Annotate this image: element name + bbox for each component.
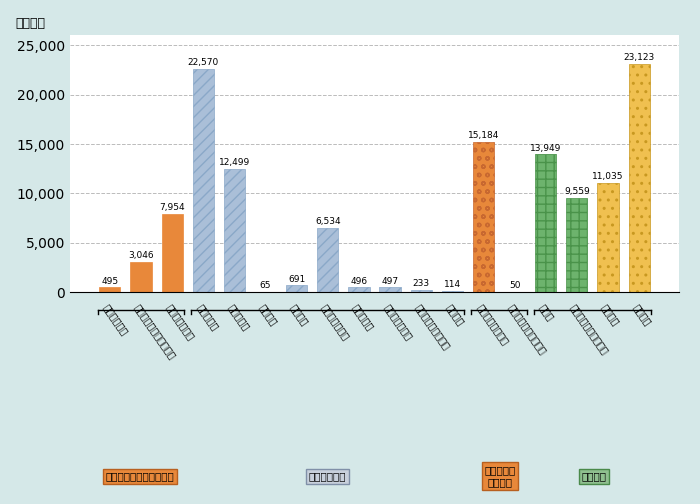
Text: 地域における子育て支援: 地域における子育て支援 [105,471,174,481]
Text: 22,570: 22,570 [188,58,219,68]
Text: 497: 497 [382,277,398,286]
Text: 11,035: 11,035 [592,172,624,181]
Bar [224,169,245,292]
Text: 65: 65 [260,281,272,290]
Bar [286,285,307,292]
Text: 幼児教育: 幼児教育 [581,471,606,481]
Bar [473,142,494,292]
Bar [130,262,152,292]
Bar [99,287,120,292]
Text: 50: 50 [509,281,520,290]
Bar [442,291,463,292]
Text: 放課後児童
健全育成: 放課後児童 健全育成 [484,465,515,487]
Text: 12,499: 12,499 [219,158,250,167]
Text: 496: 496 [351,277,368,286]
Text: 233: 233 [412,279,430,288]
Bar [379,287,400,292]
Bar [193,69,214,292]
Text: 7,954: 7,954 [160,203,185,212]
Bar [317,228,338,292]
Bar [411,290,432,292]
Text: 691: 691 [288,275,305,284]
Text: 15,184: 15,184 [468,132,499,141]
Bar [566,198,587,292]
Text: 6,534: 6,534 [315,217,341,226]
Bar [597,183,619,292]
Text: 114: 114 [444,280,461,289]
Bar [162,214,183,292]
Text: 495: 495 [102,277,118,286]
Text: 保育サービス: 保育サービス [309,471,346,481]
Text: 3,046: 3,046 [128,251,154,261]
Text: 23,123: 23,123 [624,53,655,62]
Text: 13,949: 13,949 [530,144,561,153]
Bar [629,64,650,292]
Text: 9,559: 9,559 [564,187,590,196]
Bar [536,154,556,292]
Bar [349,287,370,292]
Text: （ケ所）: （ケ所） [15,17,46,30]
